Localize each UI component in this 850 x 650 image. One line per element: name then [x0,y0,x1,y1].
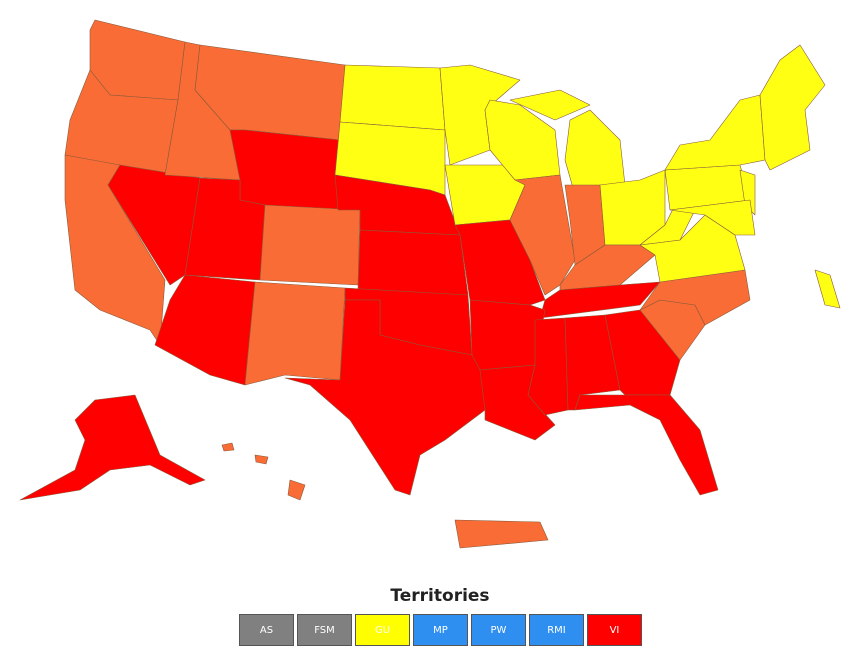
us-map [19,19,841,549]
territory-button[interactable]: FSM [297,614,352,646]
territory-button[interactable]: AS [239,614,294,646]
legend: AS FSM GU MP PW RMI VI [239,614,642,646]
territory-button[interactable]: VI [587,614,642,646]
territory-button[interactable]: PW [471,614,526,646]
territory-button[interactable]: GU [355,614,410,646]
territory-button[interactable]: RMI [529,614,584,646]
territory-button[interactable]: MP [413,614,468,646]
legend-title: Territories [390,586,490,606]
